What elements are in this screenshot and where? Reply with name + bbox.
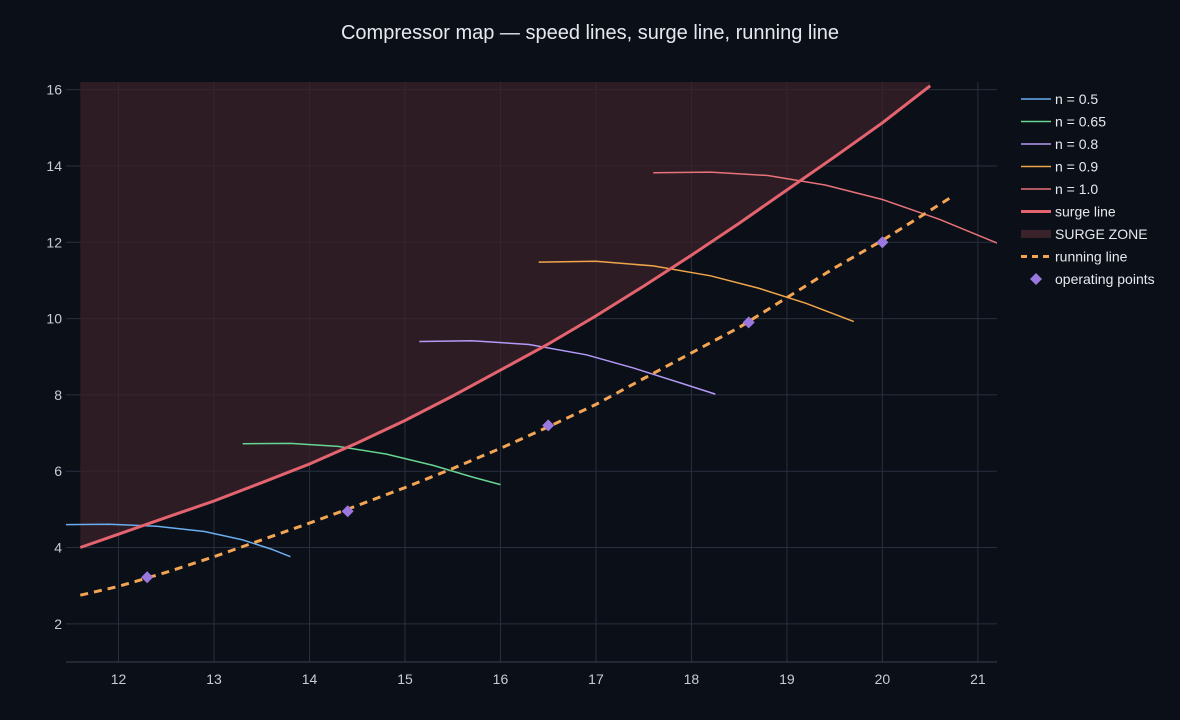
operating-point[interactable]: [341, 505, 354, 518]
y-tick-label: 14: [46, 158, 62, 174]
y-tick-label: 12: [46, 234, 62, 250]
legend-item[interactable]: surge line: [1021, 204, 1116, 220]
x-tick-label: 14: [302, 671, 318, 687]
operating-point[interactable]: [141, 571, 154, 584]
x-tick-label: 13: [206, 671, 222, 687]
legend-label: n = 0.5: [1055, 91, 1098, 107]
legend-label: SURGE ZONE: [1055, 226, 1148, 242]
surge-line: [79, 84, 932, 549]
x-tick-label: 19: [779, 671, 795, 687]
legend-label: n = 1.0: [1055, 181, 1098, 197]
surge-zone-layer: [80, 82, 931, 548]
legend-item[interactable]: n = 1.0: [1021, 181, 1098, 197]
x-tick-label: 12: [111, 671, 127, 687]
y-tick-label: 6: [54, 463, 62, 479]
x-tick-label: 21: [970, 671, 986, 687]
y-tick-label: 16: [46, 82, 62, 98]
legend-swatch: [1021, 230, 1051, 238]
legend-item[interactable]: n = 0.5: [1021, 91, 1098, 107]
legend-item[interactable]: SURGE ZONE: [1021, 226, 1148, 242]
legend-item[interactable]: n = 0.8: [1021, 136, 1098, 152]
y-tick-label: 10: [46, 311, 62, 327]
legend-label: surge line: [1055, 204, 1116, 220]
legend[interactable]: n = 0.5 n = 0.65 n = 0.8 n = 0.9 n = 1.0 surg…: [1021, 91, 1155, 287]
legend-label: running line: [1055, 249, 1128, 265]
operating-point[interactable]: [876, 236, 889, 249]
chart-title: Compressor map — speed lines, surge line…: [340, 22, 840, 44]
legend-label: n = 0.9: [1055, 159, 1098, 175]
speed-line-4: [653, 171, 997, 244]
speed-line-0: [66, 523, 291, 558]
surge-zone-area: [80, 82, 931, 548]
axis-labels: 12 13 14 15 16 17 18 19 20 21 2 4 6 8 10 12 14 16: [46, 82, 985, 687]
y-tick-label: 8: [54, 387, 62, 403]
y-tick-label: 2: [54, 616, 62, 632]
series-layer: [66, 84, 997, 597]
legend-label: n = 0.8: [1055, 136, 1098, 152]
operating-point[interactable]: [742, 316, 755, 329]
legend-swatch: [1030, 273, 1042, 285]
legend-item[interactable]: n = 0.9: [1021, 159, 1098, 175]
y-tick-label: 4: [54, 540, 62, 556]
speed-line-3: [538, 260, 855, 323]
points-layer: [141, 236, 889, 584]
legend-label: operating points: [1055, 271, 1155, 287]
speed-line-2: [419, 339, 716, 395]
legend-item[interactable]: operating points: [1030, 271, 1155, 287]
x-tick-label: 18: [684, 671, 700, 687]
x-tick-label: 17: [588, 671, 604, 687]
x-tick-label: 15: [397, 671, 413, 687]
legend-item[interactable]: running line: [1021, 249, 1128, 265]
x-tick-label: 20: [875, 671, 891, 687]
x-tick-label: 16: [493, 671, 509, 687]
legend-item[interactable]: n = 0.65: [1021, 114, 1106, 130]
legend-label: n = 0.65: [1055, 114, 1106, 130]
speed-line-1: [242, 442, 501, 486]
operating-point[interactable]: [542, 419, 555, 432]
